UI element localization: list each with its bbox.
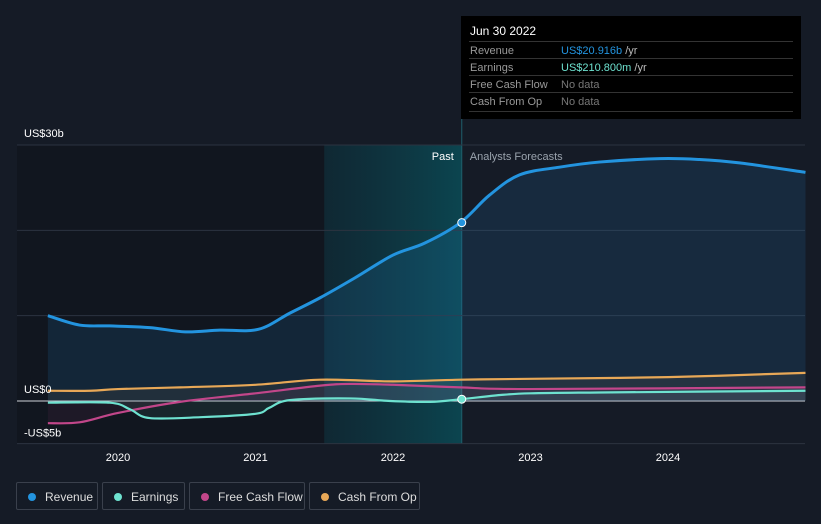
tooltip-unit: /yr <box>631 62 647 74</box>
tooltip-value: No data <box>561 79 600 91</box>
legend-label: Free Cash Flow <box>218 490 303 504</box>
revenue-dot-icon <box>28 493 36 501</box>
y-tick-label: US$30b <box>24 128 64 140</box>
y-tick-label: -US$5b <box>24 428 61 440</box>
legend-free-cash-flow[interactable]: Free Cash Flow <box>189 482 305 510</box>
tooltip-row-earnings: Earnings US$210.800m /yr <box>469 58 793 76</box>
legend-revenue[interactable]: Revenue <box>16 482 98 510</box>
free-cash-flow-area <box>47 383 806 424</box>
revenue-line <box>47 157 806 334</box>
legend-earnings[interactable]: Earnings <box>102 482 185 510</box>
x-tick-label: 2022 <box>381 452 405 464</box>
earnings-area <box>47 390 806 419</box>
revenue-area <box>47 158 806 401</box>
x-tick-label: 2023 <box>518 452 542 464</box>
revenue-marker <box>457 218 467 228</box>
tooltip-label: Revenue <box>470 45 515 57</box>
tooltip-row-revenue: Revenue US$20.916b /yr <box>469 41 793 59</box>
legend-label: Cash From Op <box>338 490 417 504</box>
legend-cash-from-op[interactable]: Cash From Op <box>309 482 420 510</box>
tooltip-row-cfo: Cash From Op No data <box>469 92 793 110</box>
x-tick-label: 2021 <box>243 452 267 464</box>
highlight-region <box>324 145 462 444</box>
fcf-dot-icon <box>201 493 209 501</box>
legend-label: Revenue <box>45 490 94 504</box>
past-label: Past <box>432 151 454 163</box>
x-tick-label: 2024 <box>656 452 680 464</box>
earnings-marker <box>457 394 467 404</box>
free-cash-flow-line <box>47 382 806 425</box>
tooltip-row-fcf: Free Cash Flow No data <box>469 75 793 93</box>
cash-from-op-line <box>47 371 806 392</box>
y-tick-label: US$0 <box>24 384 52 396</box>
tooltip-value: No data <box>561 96 600 108</box>
tooltip-value: US$210.800m <box>561 62 632 74</box>
x-tick-label: 2020 <box>106 452 130 464</box>
tooltip: Jun 30 2022 Revenue US$20.916b /yr Earni… <box>461 16 801 119</box>
tooltip-date: Jun 30 2022 <box>470 24 537 38</box>
tooltip-label: Earnings <box>470 62 514 74</box>
tooltip-label: Free Cash Flow <box>470 79 548 91</box>
cfo-dot-icon <box>321 493 329 501</box>
tooltip-unit: /yr <box>622 45 638 57</box>
forecast-label: Analysts Forecasts <box>470 151 563 163</box>
earnings-dot-icon <box>114 493 122 501</box>
legend-label: Earnings <box>131 490 179 504</box>
tooltip-value: US$20.916b <box>561 45 623 57</box>
earnings-line <box>47 389 806 420</box>
tooltip-label: Cash From Op <box>470 96 543 108</box>
